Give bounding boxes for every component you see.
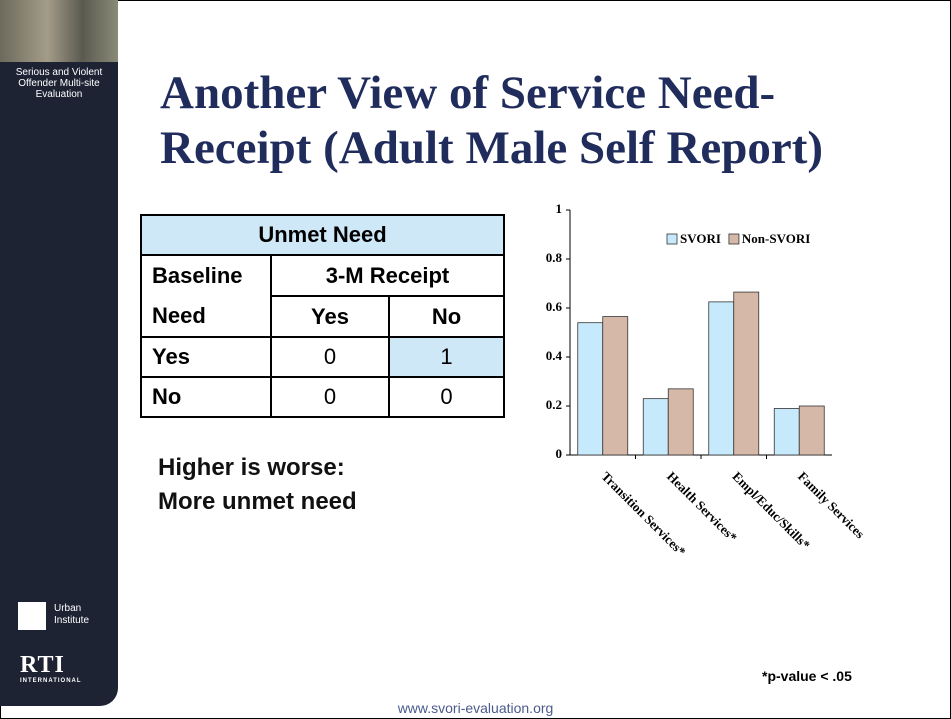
urban-logo [18, 602, 46, 630]
bar [602, 316, 629, 456]
y-tick-label: 0.8 [546, 250, 563, 265]
project-name: Serious and Violent Offender Multi-site … [15, 67, 103, 100]
footer-url: www.svori-evaluation.org [397, 700, 554, 716]
bar [642, 398, 669, 456]
rti-logo: RTI [20, 652, 65, 678]
column-header: Yes [270, 295, 390, 338]
bar [773, 408, 800, 456]
row-header: Baseline Need [140, 254, 272, 338]
x-tick-label: Family Services [795, 469, 868, 542]
sidebar-photo [0, 0, 118, 62]
y-tick-label: 1 [556, 201, 563, 216]
x-tick-label: Health Services* [664, 469, 740, 545]
column-header: No [388, 295, 505, 338]
y-tick-label: 0.2 [546, 397, 562, 412]
cell: 1 [388, 336, 505, 378]
urban-text: Urban Institute [54, 603, 90, 626]
legend-label: SVORI [680, 231, 721, 246]
y-tick-label: 0.6 [546, 299, 563, 314]
legend-label: Non-SVORI [742, 231, 810, 246]
y-tick-label: 0 [556, 446, 563, 461]
note: Higher is worse: [158, 454, 345, 481]
cell: 0 [270, 376, 390, 418]
legend-swatch [728, 233, 740, 245]
note: More unmet need [158, 488, 357, 515]
sidebar [0, 0, 118, 706]
row-label: Yes [140, 336, 272, 378]
legend-swatch [666, 233, 678, 245]
cell: 0 [270, 336, 390, 378]
slide-title: Another View of Service Need- [160, 67, 776, 119]
cell: 0 [388, 376, 505, 418]
bar [798, 405, 825, 456]
bar [708, 301, 735, 456]
unmet-need-table: Unmet Need Baseline Need 3-M Receipt Yes… [140, 214, 505, 418]
footnote: *p-value < .05 [762, 668, 852, 684]
bar [667, 388, 694, 456]
y-tick-label: 0.4 [546, 348, 563, 363]
rti-sub: INTERNATIONAL [20, 678, 82, 684]
bar [733, 291, 760, 456]
bar [577, 322, 604, 456]
row-label: No [140, 376, 272, 418]
slide-title: Receipt (Adult Male Self Report) [160, 122, 824, 174]
table-title: Unmet Need [140, 214, 505, 256]
column-group: 3-M Receipt [270, 254, 505, 297]
